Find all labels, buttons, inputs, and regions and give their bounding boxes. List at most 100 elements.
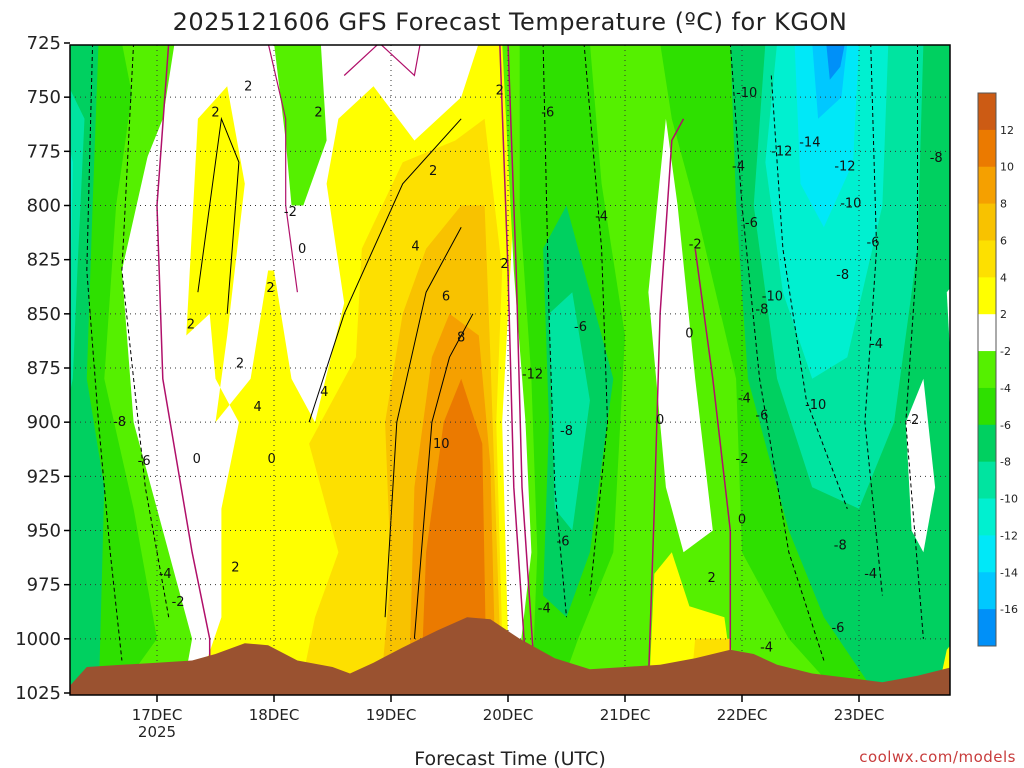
colorbar-swatch [978,129,996,168]
colorbar-swatch [978,314,996,352]
colorbar: 12 10 8 6 4 2 -2 -4 -6 -8 -10 -12 -14 -16 [977,92,1018,647]
contour-label: 0 [685,326,693,341]
contour-line [343,45,421,77]
contour-label: 2 [211,105,219,120]
y-tick-label: 900 [27,412,61,433]
y-tick-label: 1025 [15,683,61,704]
contour-label: -6 [755,409,768,424]
colorbar-swatch [978,277,996,315]
plot-area: 222-202224442681022-6-12-8-6-4-6-4-2002-… [63,45,950,695]
colorbar-label: -14 [1000,566,1018,579]
contour-label: -14 [799,136,820,151]
y-tick-label: 825 [27,250,61,271]
colorbar-label: -6 [1000,419,1011,432]
contour-label: 2 [236,357,244,372]
contour-label: -8 [836,268,849,283]
contour-label: -2 [284,205,297,220]
colorbar-swatch [978,424,996,463]
pressure-axis: 725 750 775 800 825 850 875 900 925 950 975 1000 102… [15,33,70,704]
y-tick-label: 925 [27,466,61,487]
contour-label: -12 [522,368,543,383]
temperature-fill-regions [63,45,950,695]
x-tick-label: 20DEC [483,706,534,724]
x-tick-label: 19DEC [366,706,417,724]
colorbar-swatch [978,387,996,426]
colorbar-label: -12 [1000,529,1018,542]
contour-line [86,45,123,661]
contour-label: -4 [159,567,172,582]
colorbar-swatch [978,166,996,205]
chart-title: 2025121606 GFS Forecast Temperature (ºC)… [173,8,848,36]
temperature-region [648,118,713,553]
contour-label: -2 [172,595,185,610]
temperature-region [70,89,85,392]
contour-label: 0 [656,413,664,428]
contour-label: 2 [500,257,508,272]
temperature-region [63,141,68,304]
contour-line [542,45,567,618]
contour-label: 4 [411,240,419,255]
contour-label: 2 [187,318,195,333]
contour-label: -12 [834,160,855,175]
temperature-region [794,45,859,228]
y-tick-label: 875 [27,358,61,379]
temperature-region [946,288,950,352]
contour-line [507,45,535,661]
contour-label: -10 [762,290,783,305]
colorbar-label: -2 [1000,345,1011,358]
contour-line [499,45,527,661]
colorbar-swatch [978,498,996,536]
contour-label: -4 [738,391,751,406]
x-tick-label: 21DEC [600,706,651,724]
contour-line [308,118,462,423]
contour-label: -4 [864,567,877,582]
x-tick-label: 17DEC [132,706,183,724]
contour-label: -4 [595,209,608,224]
contour-line [384,226,462,618]
contour-label: -4 [732,160,745,175]
contour-label: -6 [557,534,570,549]
contour-label: -6 [574,320,587,335]
contour-label: -8 [755,303,768,318]
contour-label: -8 [560,424,573,439]
x-tick-year-label: 2025 [138,723,176,741]
y-tick-label: 975 [27,575,61,596]
credit-link[interactable]: coolwx.com/models [859,748,1016,766]
colorbar-frame [977,92,997,647]
colorbar-swatch [978,461,996,500]
colorbar-label: 2 [1000,308,1007,321]
contour-label: -4 [538,602,551,617]
contour-label: 0 [298,242,306,257]
colorbar-swatch [978,240,996,278]
y-tick-label: 725 [27,33,61,54]
colorbar-swatch [978,535,996,573]
y-tick-label: 1000 [15,629,61,650]
contour-label: -2 [906,413,919,428]
contour-label: -6 [138,454,151,469]
contour-label: -10 [840,196,861,211]
contour-line [156,45,211,683]
contour-label: 0 [268,452,276,467]
contour-label: -6 [745,216,758,231]
contour-label: -4 [760,641,773,656]
colorbar-swatch [978,93,996,131]
temperature-region [274,45,327,206]
contour-label: 2 [314,105,322,120]
x-tick-label: 23DEC [834,706,885,724]
temperature-region [122,45,175,163]
temperature-region [905,378,936,553]
contour-label: -6 [831,621,844,636]
colorbar-label: 4 [1000,271,1007,284]
temperature-region [826,45,845,80]
contour-label: 10 [433,437,450,452]
contour-label: -10 [736,86,757,101]
temperature-region [549,292,590,531]
contour-label: 2 [244,79,252,94]
contour-label: -10 [805,398,826,413]
contour-label: -8 [834,539,847,554]
colorbar-label: -16 [1000,603,1018,616]
contour-line [729,45,825,661]
contour-label: -2 [689,238,702,253]
contour-label: -2 [736,452,749,467]
